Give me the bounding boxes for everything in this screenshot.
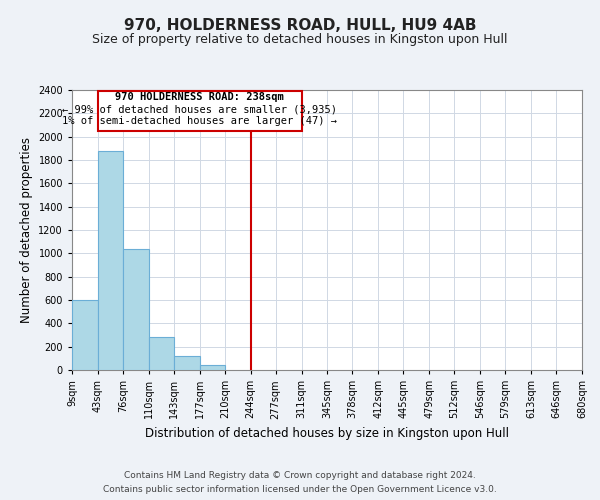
Bar bbox=[72, 300, 98, 370]
Text: Contains public sector information licensed under the Open Government Licence v3: Contains public sector information licen… bbox=[103, 484, 497, 494]
Text: ← 99% of detached houses are smaller (3,935): ← 99% of detached houses are smaller (3,… bbox=[62, 104, 337, 115]
FancyBboxPatch shape bbox=[98, 91, 302, 132]
Text: Size of property relative to detached houses in Kingston upon Hull: Size of property relative to detached ho… bbox=[92, 32, 508, 46]
Bar bbox=[98, 150, 123, 370]
Bar bbox=[123, 249, 149, 370]
Text: 970 HOLDERNESS ROAD: 238sqm: 970 HOLDERNESS ROAD: 238sqm bbox=[115, 92, 284, 102]
Bar bbox=[174, 356, 200, 370]
Text: Contains HM Land Registry data © Crown copyright and database right 2024.: Contains HM Land Registry data © Crown c… bbox=[124, 472, 476, 480]
Y-axis label: Number of detached properties: Number of detached properties bbox=[20, 137, 32, 323]
Bar bbox=[200, 364, 225, 370]
Text: 1% of semi-detached houses are larger (47) →: 1% of semi-detached houses are larger (4… bbox=[62, 116, 337, 126]
X-axis label: Distribution of detached houses by size in Kingston upon Hull: Distribution of detached houses by size … bbox=[145, 427, 509, 440]
Bar bbox=[149, 338, 174, 370]
Text: 970, HOLDERNESS ROAD, HULL, HU9 4AB: 970, HOLDERNESS ROAD, HULL, HU9 4AB bbox=[124, 18, 476, 32]
